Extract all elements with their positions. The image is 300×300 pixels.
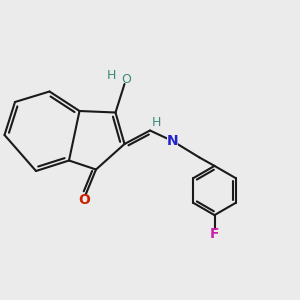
Text: O: O xyxy=(78,193,90,206)
Text: H: H xyxy=(107,69,117,82)
Text: N: N xyxy=(167,134,178,148)
Text: H: H xyxy=(152,116,161,129)
Text: F: F xyxy=(210,227,219,241)
Text: O: O xyxy=(121,73,131,86)
